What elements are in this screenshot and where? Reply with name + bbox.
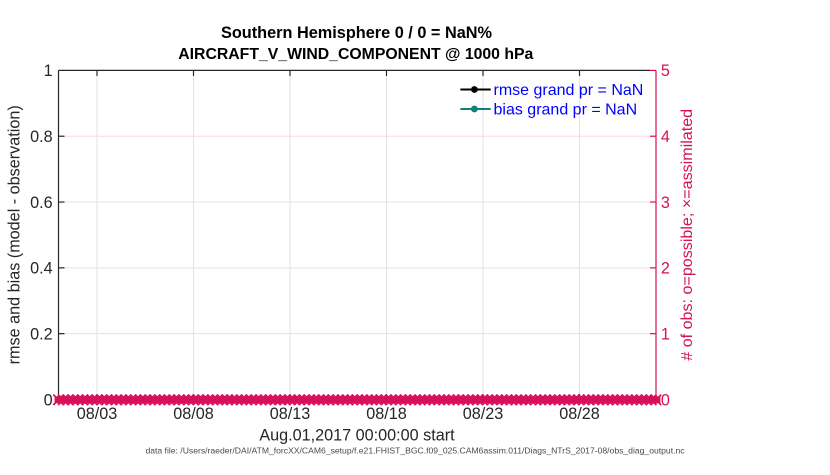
- svg-text:08/18: 08/18: [366, 405, 407, 423]
- svg-text:data file: /Users/raeder/DAI/A: data file: /Users/raeder/DAI/ATM_forcXX/…: [145, 446, 685, 456]
- svg-text:AIRCRAFT_V_WIND_COMPONENT @ 10: AIRCRAFT_V_WIND_COMPONENT @ 1000 hPa: [178, 46, 533, 63]
- svg-text:rmse grand pr = NaN: rmse grand pr = NaN: [494, 82, 644, 99]
- svg-text:0: 0: [44, 391, 53, 409]
- svg-text:Southern Hemisphere 0 / 0 = Na: Southern Hemisphere 0 / 0 = NaN%: [221, 24, 493, 42]
- svg-text:08/23: 08/23: [463, 405, 504, 423]
- svg-text:1: 1: [661, 325, 670, 343]
- svg-text:08/08: 08/08: [173, 405, 214, 423]
- svg-text:08/13: 08/13: [270, 405, 311, 423]
- svg-text:0.8: 0.8: [30, 128, 53, 146]
- svg-text:# of obs: o=possible; ×=assimi: # of obs: o=possible; ×=assimilated: [678, 109, 696, 361]
- svg-text:1: 1: [44, 62, 53, 80]
- svg-text:0: 0: [661, 391, 670, 409]
- svg-text:08/03: 08/03: [77, 405, 118, 423]
- svg-text:rmse and bias (model - observa: rmse and bias (model - observation): [6, 105, 24, 364]
- svg-text:5: 5: [661, 62, 670, 80]
- svg-text:0.2: 0.2: [30, 325, 53, 343]
- svg-text:3: 3: [661, 194, 670, 212]
- svg-text:4: 4: [661, 128, 670, 146]
- svg-text:0.6: 0.6: [30, 194, 53, 212]
- svg-text:2: 2: [661, 260, 670, 278]
- svg-text:0.4: 0.4: [30, 260, 53, 278]
- svg-text:Aug.01,2017 00:00:00 start: Aug.01,2017 00:00:00 start: [259, 426, 455, 444]
- svg-text:bias grand pr = NaN: bias grand pr = NaN: [494, 102, 638, 119]
- svg-text:08/28: 08/28: [559, 405, 600, 423]
